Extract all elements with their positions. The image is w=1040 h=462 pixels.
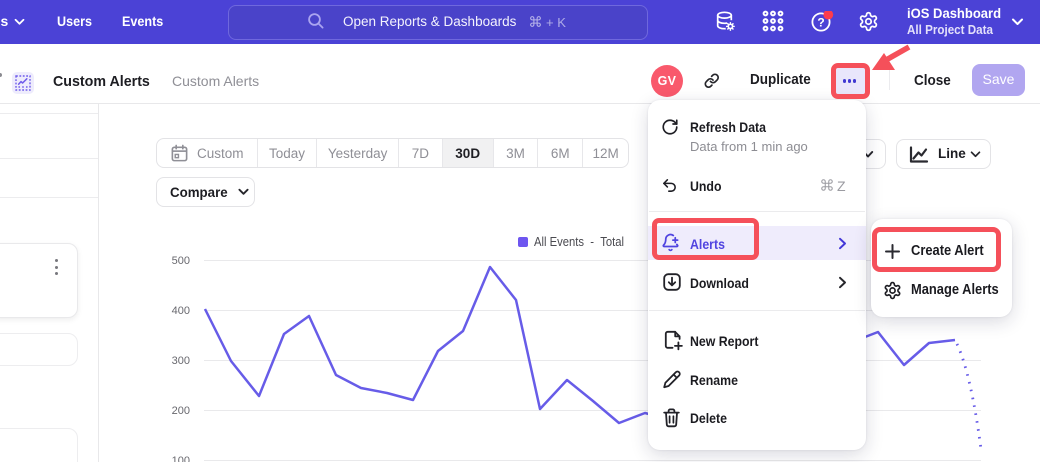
svg-text:?: ? [817,15,824,29]
